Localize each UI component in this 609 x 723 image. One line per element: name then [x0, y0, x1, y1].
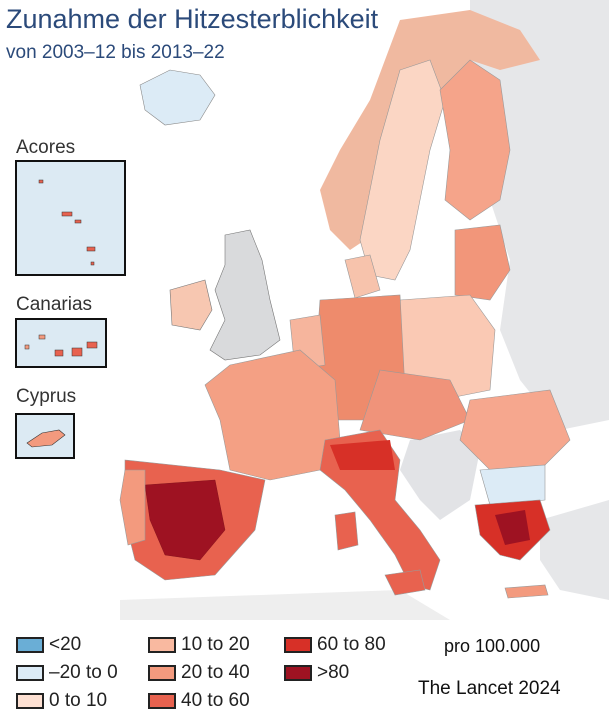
legend-item-20-40: 20 to 40 — [148, 662, 250, 684]
baltics-land — [454, 224, 511, 301]
legend-item-gt-80: >80 — [284, 662, 349, 684]
crete-land — [504, 584, 549, 599]
legend-label: 10 to 20 — [181, 634, 250, 655]
portugal-land — [119, 469, 146, 546]
legend-swatch — [284, 637, 312, 653]
legend-swatch — [148, 637, 176, 653]
legend-swatch — [16, 665, 44, 681]
finland-land — [439, 59, 511, 221]
north-africa-land — [120, 590, 450, 620]
iceland-land — [139, 69, 216, 126]
legend-label: 40 to 60 — [181, 690, 250, 711]
legend-swatch — [284, 665, 312, 681]
inset-label-canarias: Canarias — [16, 294, 93, 315]
denmark-land — [344, 254, 381, 299]
legend-label: 60 to 80 — [317, 634, 386, 655]
map-title: Zunahme der Hitzesterblichkeit — [6, 4, 379, 34]
inset-cyprus — [15, 413, 75, 459]
italy-hotspot-north — [330, 440, 395, 470]
legend-item-60-80: 60 to 80 — [284, 634, 386, 656]
inset-label-acores: Acores — [16, 137, 76, 158]
legend-item-neg20-0: –20 to 0 — [16, 662, 118, 684]
canarias-islands — [24, 334, 98, 357]
legend-label: 0 to 10 — [49, 690, 108, 711]
turkey-land — [540, 500, 609, 600]
inset-canarias — [15, 318, 107, 368]
legend-label: <20 — [49, 634, 82, 655]
legend-swatch — [16, 693, 44, 709]
source-credit: The Lancet 2024 — [418, 678, 561, 699]
legend-item-0-10: 0 to 10 — [16, 690, 107, 712]
france-land — [204, 349, 341, 481]
cyprus-island — [26, 429, 66, 448]
map-subtitle: von 2003–12 bis 2013–22 — [6, 42, 225, 63]
legend-item-40-60: 40 to 60 — [148, 690, 250, 712]
greece-hotspot — [495, 510, 530, 545]
legend-item-lt-20: <20 — [16, 634, 81, 656]
balkans-nonEU-land — [400, 430, 480, 520]
legend-swatch — [148, 665, 176, 681]
inset-acores — [15, 160, 126, 276]
legend-swatch — [16, 637, 44, 653]
legend-swatch — [148, 693, 176, 709]
unit-label: pro 100.000 — [444, 636, 541, 656]
uk-land — [209, 229, 281, 361]
sicily-land — [384, 569, 426, 596]
russia-east-land — [470, 0, 609, 430]
bulgaria-land — [479, 464, 546, 506]
iberia-hotspot — [144, 479, 226, 561]
legend-label: 20 to 40 — [181, 662, 250, 683]
legend-label: >80 — [317, 662, 350, 683]
acores-islands — [38, 179, 96, 266]
ireland-land — [169, 279, 213, 331]
sardinia-land — [334, 511, 359, 551]
czech-austria-land — [359, 369, 471, 441]
legend-item-10-20: 10 to 20 — [148, 634, 250, 656]
legend-label: –20 to 0 — [49, 662, 118, 683]
inset-label-cyprus: Cyprus — [16, 386, 77, 407]
